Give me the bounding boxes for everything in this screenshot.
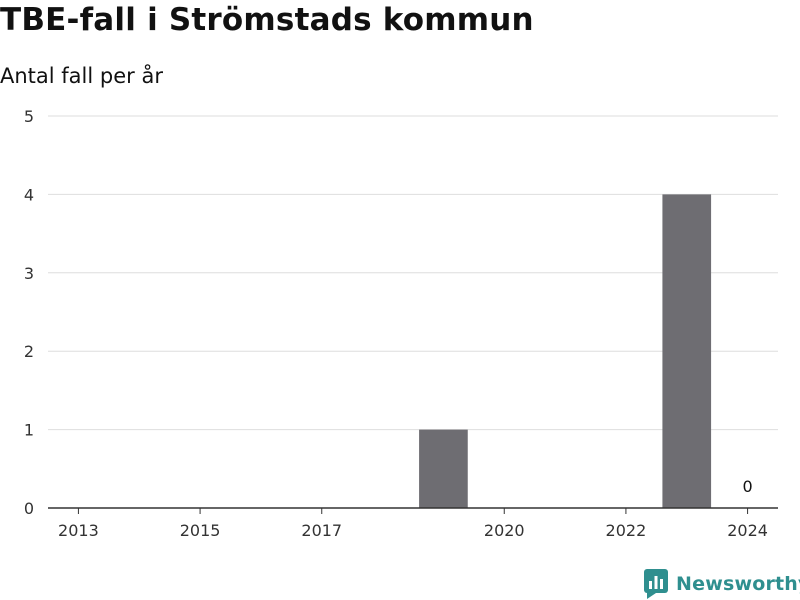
bar-2019 xyxy=(419,429,468,508)
x-tick-label-2013: 2013 xyxy=(58,521,99,540)
bar-2023 xyxy=(662,194,712,508)
y-tick-label-3: 3 xyxy=(24,264,34,283)
data-label-2024: 0 xyxy=(742,477,752,496)
bars xyxy=(419,194,712,508)
newsworthy-logo-icon xyxy=(644,569,668,599)
y-tick-label-2: 2 xyxy=(24,342,34,361)
x-tick-label-2015: 2015 xyxy=(180,521,221,540)
y-tick-label-4: 4 xyxy=(24,185,34,204)
brand-name: Newsworthy xyxy=(676,573,800,595)
x-tick-label-2024: 2024 xyxy=(727,521,768,540)
x-axis xyxy=(48,507,778,514)
y-tick-label-1: 1 xyxy=(24,421,34,440)
y-tick-label-5: 5 xyxy=(24,107,34,126)
x-tick-label-2017: 2017 xyxy=(301,521,342,540)
y-axis-labels: 0 1 2 3 4 5 xyxy=(24,107,34,518)
grid-lines xyxy=(48,115,778,431)
x-axis-labels: 2013 2015 2017 2020 2022 2024 xyxy=(58,521,768,540)
x-tick-label-2020: 2020 xyxy=(484,521,525,540)
data-labels: 0 xyxy=(742,477,752,496)
y-tick-label-0: 0 xyxy=(24,499,34,518)
brand: Newsworthy xyxy=(644,568,800,600)
chart-subtitle: Antal fall per år xyxy=(0,64,163,88)
chart-title: TBE-fall i Strömstads kommun xyxy=(0,2,534,38)
x-tick-label-2022: 2022 xyxy=(606,521,647,540)
